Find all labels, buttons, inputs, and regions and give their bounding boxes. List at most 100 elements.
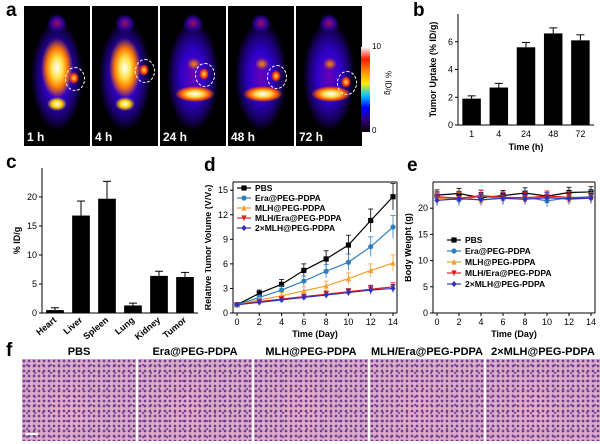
y-tick-label: 12 xyxy=(218,210,228,220)
data-point xyxy=(345,259,352,265)
pet-image-2: 4 h xyxy=(92,6,158,146)
panel-label-d: d xyxy=(204,155,216,176)
data-point xyxy=(544,194,550,201)
colorbar-unit: % ID/g xyxy=(383,70,393,96)
colorbar xyxy=(361,47,370,132)
y-tick-label: 3 xyxy=(223,283,228,293)
x-tick-label: 24 xyxy=(521,129,531,139)
bar xyxy=(462,98,481,125)
series-line xyxy=(236,262,394,306)
tumor-circle xyxy=(135,59,155,83)
pet-image-5: 72 h xyxy=(296,6,362,146)
y-tick-label: 15 xyxy=(218,185,228,195)
x-tick-label: 1 xyxy=(469,129,474,139)
y-tick-label: 0 xyxy=(423,308,428,318)
pet-timepoint-label: 48 h xyxy=(231,130,256,144)
data-point xyxy=(323,268,329,274)
y-tick-label: 15 xyxy=(418,229,428,239)
legend-label: PBS xyxy=(465,235,483,245)
pet-timepoint-label: 24 h xyxy=(163,130,188,144)
panel-label-c: c xyxy=(6,152,17,173)
x-tick-label: Heart xyxy=(34,315,58,337)
y-tick-label: 15 xyxy=(27,221,37,231)
x-tick-label: Tumor xyxy=(161,315,189,340)
data-point xyxy=(456,195,462,202)
colorbar-min: 0 xyxy=(372,126,377,135)
data-point xyxy=(390,285,396,292)
y-tick-label: 4 xyxy=(448,65,453,75)
legend-label: MLH/Era@PEG-PDPA xyxy=(465,268,552,278)
data-point xyxy=(323,256,329,262)
data-point xyxy=(278,287,285,293)
data-point xyxy=(368,244,374,250)
panel-label-a: a xyxy=(6,0,17,21)
series-line xyxy=(236,286,394,306)
colorbar-max: 10 xyxy=(372,42,381,51)
x-tick-label: Spleen xyxy=(81,315,110,340)
tumor-circle xyxy=(65,67,85,91)
data-point xyxy=(566,195,572,202)
data-point xyxy=(390,224,396,230)
y-tick-label: 2 xyxy=(448,92,453,102)
bar xyxy=(72,215,90,313)
data-point xyxy=(301,267,307,274)
data-point xyxy=(323,282,329,289)
legend-label: 2×MLH@PEG-PDPA xyxy=(255,223,335,233)
data-point xyxy=(368,267,374,274)
chart-e: 0 5 10 15 20 Body Weight (g) 0 2 4 6 8 10 12 14 Time (… xyxy=(405,181,596,339)
data-point xyxy=(241,185,247,191)
panel-label-b: b xyxy=(413,0,425,21)
data-point xyxy=(390,194,396,200)
histology-title: PBS xyxy=(67,346,91,358)
data-point xyxy=(345,242,352,248)
x-tick-label: 10 xyxy=(343,317,353,327)
x-tick-label: 6 xyxy=(500,317,505,327)
pet-timepoint-label: 72 h xyxy=(299,130,324,144)
legend-label: Era@PEG-PDPA xyxy=(465,246,531,256)
y-tick-label: 5 xyxy=(423,282,428,292)
bar xyxy=(98,198,116,313)
legend-label: PBS xyxy=(255,183,273,193)
data-point xyxy=(256,290,262,296)
x-tick-label: 8 xyxy=(522,317,527,327)
x-tick-label: 12 xyxy=(366,317,376,327)
data-point xyxy=(241,204,247,211)
x-tick-label: 48 xyxy=(548,129,558,139)
bar xyxy=(150,275,168,313)
y-tick-label: 6 xyxy=(448,37,453,47)
x-tick-label: 72 xyxy=(575,129,585,139)
bar xyxy=(543,33,563,125)
histology-image-1 xyxy=(22,359,136,441)
legend-label: 2×MLH@PEG-PDPA xyxy=(465,279,545,289)
histology-title: MLH@PEG-PDPA xyxy=(265,346,357,358)
y-tick-label: 5 xyxy=(32,279,37,289)
histology-image-3 xyxy=(254,359,368,441)
y-tick-label: 10 xyxy=(27,250,37,260)
data-point xyxy=(241,195,247,201)
panel-label-e: e xyxy=(407,155,418,176)
x-tick-label: 10 xyxy=(542,317,552,327)
tumor-circle xyxy=(195,63,215,87)
series-line xyxy=(436,191,592,199)
histology-title: Era@PEG-PDPA xyxy=(152,346,238,358)
data-point xyxy=(390,259,396,266)
series-line xyxy=(436,197,592,201)
y-tick-label: 20 xyxy=(27,192,37,202)
x-tick-label: 4 xyxy=(496,129,501,139)
x-axis-label: Time (h) xyxy=(509,142,544,152)
histology-title: MLH/Era@PEG-PDPA xyxy=(371,346,483,358)
y-axis-label: Relative Tumor Volume (V/V₀) xyxy=(205,185,213,311)
bar xyxy=(46,310,64,313)
data-point xyxy=(345,289,352,296)
x-tick-label: 2 xyxy=(257,317,262,327)
histology-image-4 xyxy=(370,359,484,441)
data-point xyxy=(451,258,457,265)
series-line xyxy=(236,196,394,306)
x-tick-label: 14 xyxy=(586,317,596,327)
y-axis-label: Tumor Uptake (% ID/g) xyxy=(428,22,438,118)
scale-bar xyxy=(26,433,38,435)
pet-image-1: 1 h xyxy=(24,6,90,146)
legend-label: MLH@PEG-PDPA xyxy=(255,203,325,213)
series-line xyxy=(436,195,592,199)
